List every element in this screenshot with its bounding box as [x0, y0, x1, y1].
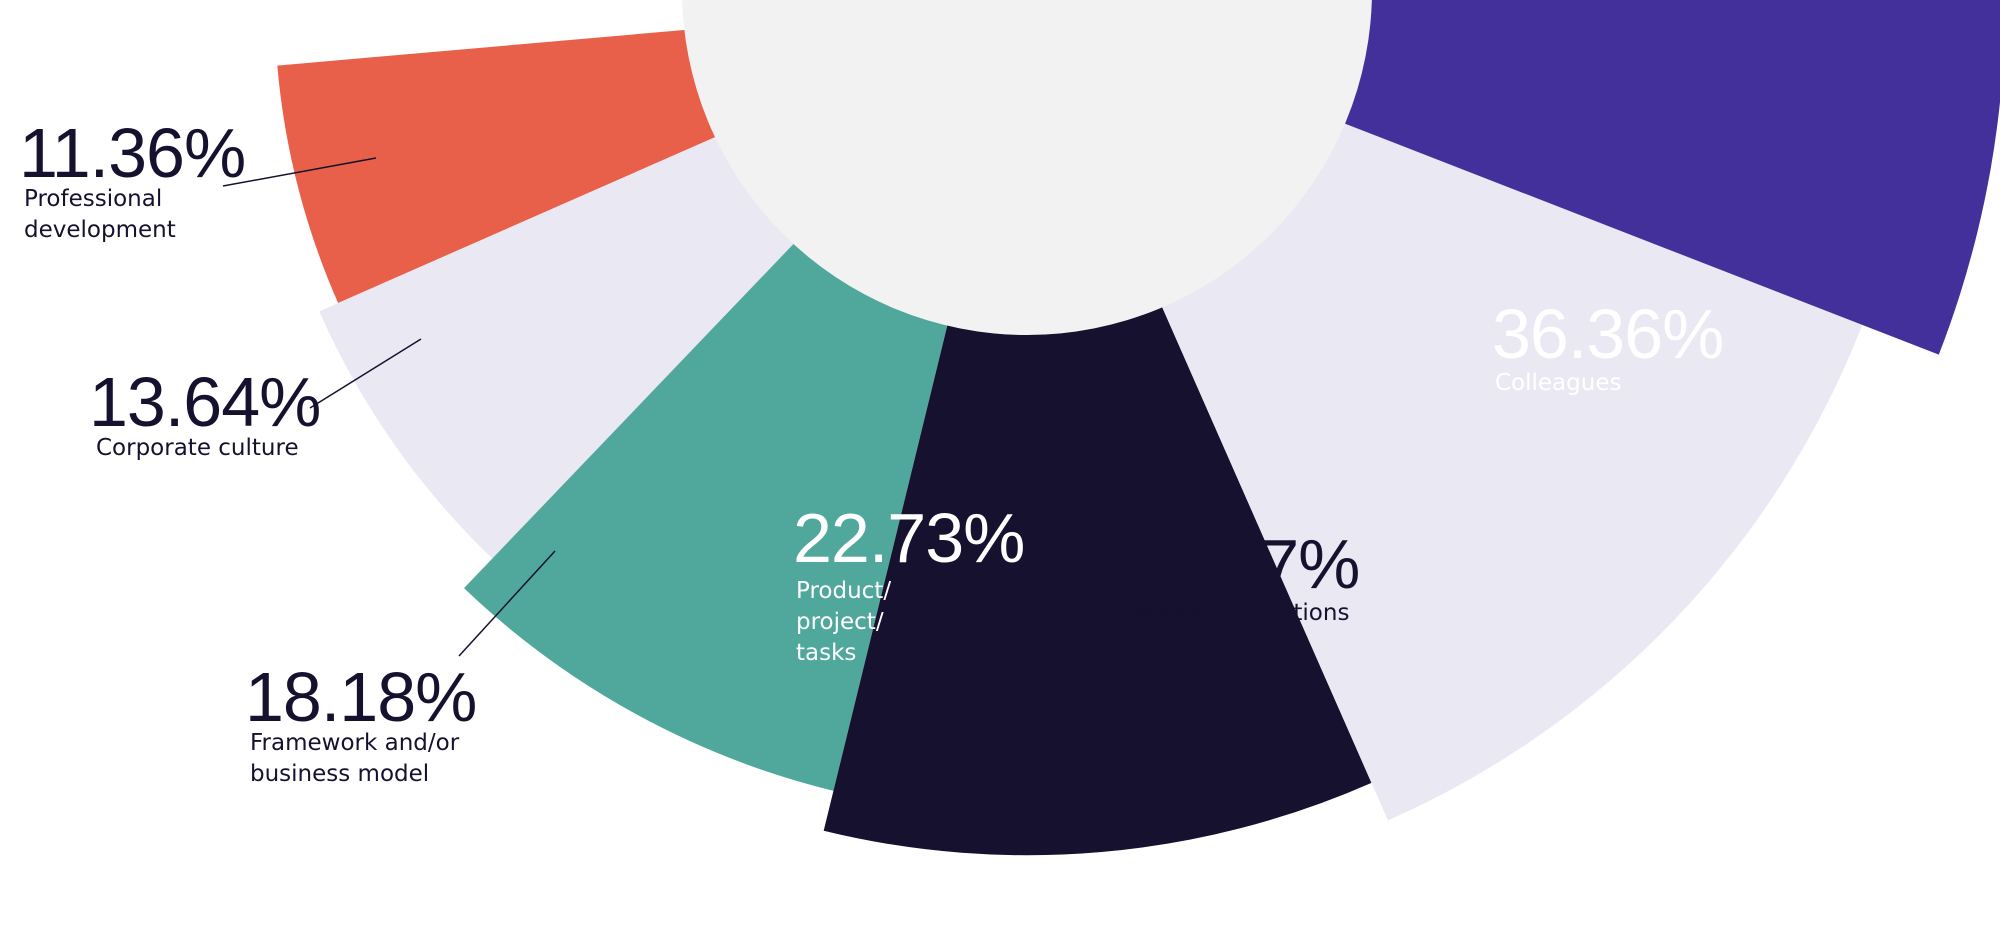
value-label: 27.27% [1128, 525, 1360, 603]
category-label: Professional development [24, 186, 176, 243]
category-label: Colleagues [1495, 370, 1622, 396]
category-label: Corporate culture [96, 435, 299, 461]
value-label: 18.18% [245, 658, 477, 736]
value-label: 13.64% [89, 363, 321, 441]
value-label: 36.36% [1492, 295, 1724, 373]
leader-line [309, 338, 422, 409]
wedge [823, 0, 1372, 856]
leader-line [222, 157, 377, 187]
value-label: 22.73% [793, 499, 1025, 577]
category-label: Product/ project/ tasks [796, 578, 892, 666]
value-label: 11.36% [19, 114, 246, 192]
center-disc [682, 0, 1372, 335]
leader-line [458, 550, 556, 657]
category-label: Working conditions [1130, 600, 1350, 626]
category-label: Framework and/or business model [250, 730, 460, 787]
